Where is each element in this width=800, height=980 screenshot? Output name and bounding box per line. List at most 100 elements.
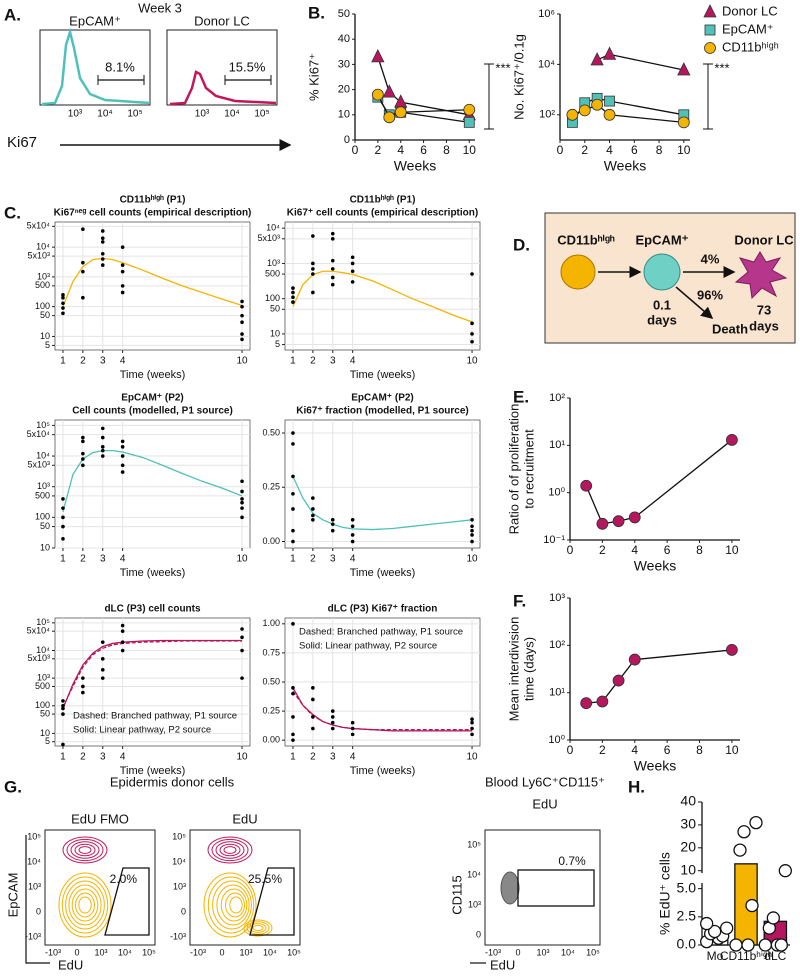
x-tick-label: 1 bbox=[290, 554, 296, 565]
contour bbox=[74, 843, 96, 857]
axis-label: CD115 bbox=[449, 875, 464, 915]
y-tick-label: 10⁰ bbox=[548, 487, 565, 499]
x-tick-label: 6 bbox=[420, 143, 427, 157]
data-point bbox=[240, 497, 244, 501]
data-point bbox=[61, 699, 65, 703]
y-tick-label: 500 bbox=[35, 490, 50, 500]
y-tick-label: 10² bbox=[549, 392, 565, 404]
data-point bbox=[291, 686, 295, 690]
significance-bracket bbox=[484, 63, 494, 130]
x-tick-label: 2 bbox=[310, 554, 316, 565]
series-line bbox=[585, 439, 733, 525]
panel-label: G. bbox=[4, 777, 22, 796]
y-tick-label: 5x10³ bbox=[27, 460, 50, 470]
data-point bbox=[330, 231, 335, 236]
x-tick-label: 2 bbox=[80, 554, 86, 565]
node-time: days bbox=[749, 318, 779, 333]
data-point bbox=[291, 491, 295, 496]
contour bbox=[75, 892, 95, 918]
marker bbox=[602, 46, 617, 60]
x-tick-label: 0 bbox=[567, 743, 574, 757]
data-point bbox=[470, 332, 474, 336]
contour bbox=[216, 884, 250, 926]
data-point bbox=[311, 496, 315, 500]
data-point bbox=[470, 339, 474, 344]
y-tick-label: 0.50 bbox=[262, 676, 280, 686]
y-tick-label: 500 bbox=[265, 268, 280, 278]
contour bbox=[66, 838, 104, 862]
data-point bbox=[311, 261, 315, 266]
y-axis-label: time (days) bbox=[521, 637, 536, 701]
x-tick-label: 2 bbox=[310, 752, 316, 763]
data-point bbox=[330, 275, 335, 280]
edge-label: 4% bbox=[701, 251, 720, 266]
y-tick-label: 50 bbox=[40, 310, 50, 320]
y-tick-label: -10³ bbox=[25, 931, 41, 941]
note: Dashed: Branched pathway, P1 source bbox=[299, 627, 463, 638]
y-tick-label: 20 bbox=[338, 84, 350, 96]
note: Dashed: Branched pathway, P1 source bbox=[73, 711, 237, 722]
x-tick-label: 10⁵ bbox=[127, 109, 142, 120]
contour bbox=[68, 884, 102, 926]
x-tick-label: 1 bbox=[290, 752, 296, 763]
marker bbox=[612, 674, 625, 687]
y-tick-label: 50 bbox=[40, 708, 50, 718]
x-tick-label: 6 bbox=[631, 143, 638, 157]
data-point bbox=[291, 528, 295, 533]
marker bbox=[704, 24, 716, 36]
y-axis-label: Mean interdivision bbox=[506, 617, 521, 722]
data-point bbox=[120, 454, 125, 458]
legend-label: CD11bʰⁱᵍʰ bbox=[722, 39, 779, 54]
node-cd11b bbox=[560, 254, 596, 290]
y-tick-label: 10 bbox=[680, 861, 696, 877]
y-tick-label: 100 bbox=[35, 700, 50, 710]
x-axis-label: Weeks bbox=[634, 558, 677, 574]
x-tick-label: 2 bbox=[310, 356, 316, 367]
y-tick-label: 10⁻¹ bbox=[543, 534, 565, 546]
marker bbox=[726, 434, 738, 446]
y-tick-label: 0 bbox=[181, 906, 186, 916]
x-tick-label: 8 bbox=[696, 743, 703, 757]
y-tick-label: 10³ bbox=[37, 271, 50, 281]
marker bbox=[704, 42, 716, 54]
node-time: 0.1 bbox=[653, 297, 671, 312]
x-tick-label: 3 bbox=[330, 356, 336, 367]
data-point bbox=[350, 524, 355, 529]
data-point bbox=[81, 457, 85, 461]
x-tick-label: 0 bbox=[219, 947, 224, 957]
x-tick-label: 3 bbox=[330, 554, 336, 565]
chart-title: CD11bʰⁱᵍʰ (P1) bbox=[120, 194, 186, 206]
data-point bbox=[100, 445, 105, 449]
panel-label: H. bbox=[628, 777, 645, 796]
x-tick-label: -10³ bbox=[45, 947, 61, 957]
series-line bbox=[377, 94, 470, 119]
data-point bbox=[470, 732, 474, 737]
data-point bbox=[240, 332, 244, 336]
contour bbox=[215, 841, 245, 859]
data-point bbox=[330, 282, 335, 287]
x-tick-label: 0 bbox=[515, 947, 520, 957]
y-tick-label: 0.00 bbox=[262, 536, 280, 546]
y-tick-label: 10¹ bbox=[549, 687, 565, 699]
y-tick-label: 10² bbox=[539, 109, 555, 121]
marker bbox=[591, 98, 604, 111]
x-tick-label: 10³ bbox=[68, 109, 83, 120]
data-point bbox=[100, 676, 105, 680]
data-point bbox=[311, 234, 315, 238]
data-point bbox=[81, 227, 85, 232]
y-tick-label: 10⁵ bbox=[36, 420, 50, 430]
gate-label: 25.5% bbox=[248, 872, 282, 886]
node-label: EpCAM⁺ bbox=[635, 232, 688, 247]
data-point bbox=[240, 479, 244, 484]
contour bbox=[229, 896, 243, 914]
fit-curve bbox=[62, 257, 243, 307]
data-point bbox=[350, 732, 355, 737]
x-tick-label: 4 bbox=[120, 752, 126, 763]
gate bbox=[517, 869, 595, 907]
gate-label: 0.7% bbox=[558, 854, 586, 868]
histogram-curve bbox=[169, 70, 277, 106]
x-tick-label: 10 bbox=[236, 752, 248, 763]
contour bbox=[223, 846, 237, 854]
data-point bbox=[350, 280, 355, 284]
data-point bbox=[330, 528, 335, 533]
